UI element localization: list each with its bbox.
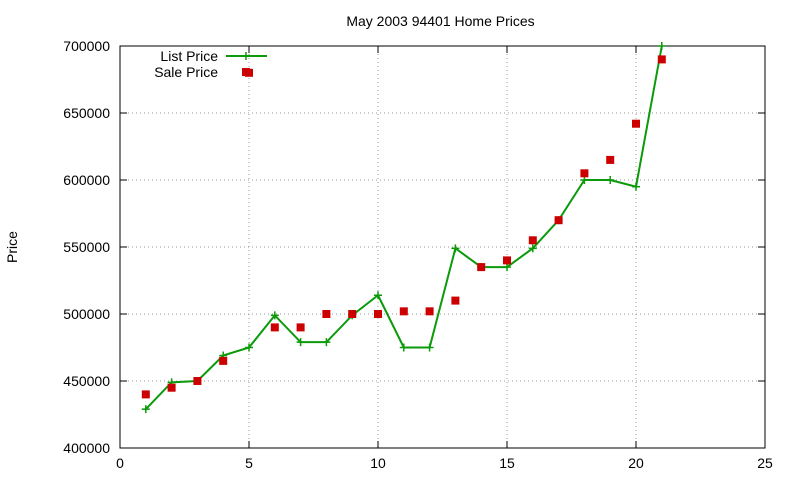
sale-price-point — [219, 356, 228, 365]
x-tick-label: 15 — [499, 455, 515, 471]
y-tick-label: 450000 — [63, 373, 110, 389]
list-price-point — [374, 291, 382, 300]
sale-price-point — [348, 310, 357, 318]
list-price-point — [657, 42, 666, 50]
sale-price-point — [296, 323, 305, 332]
list-price-point — [245, 343, 253, 352]
sale-price-point — [374, 310, 382, 318]
sale-price-point — [167, 383, 176, 392]
sale-price-point — [657, 55, 666, 64]
x-tick-label: 5 — [245, 455, 253, 471]
list-price-point — [528, 244, 537, 253]
sale-price-point — [425, 307, 434, 316]
list-price-point — [632, 182, 640, 191]
series-layer — [141, 42, 666, 414]
sale-price-point — [270, 323, 279, 332]
sale-price-point — [580, 169, 589, 178]
x-tick-label: 0 — [116, 455, 124, 471]
tick-labels: 0 5 10 15 20 25 400000 450000 500000 550000 600000… — [63, 38, 773, 471]
sale-price-point — [503, 256, 511, 265]
y-axis-label: Price — [4, 231, 20, 263]
list-price-point — [322, 338, 331, 347]
sale-price-point — [399, 307, 408, 316]
sale-price-legend-label: Sale Price — [154, 64, 218, 80]
list-price-point — [270, 311, 279, 320]
sale-price-point — [451, 296, 460, 305]
list-price-point — [425, 343, 434, 352]
list-price-point — [451, 244, 460, 253]
list-price-legend-label: List Price — [160, 48, 218, 64]
sale-price-series — [141, 55, 666, 399]
sale-price-point — [632, 119, 640, 128]
sale-price-point — [141, 390, 150, 399]
y-tick-label: 650000 — [63, 105, 110, 121]
list-price-point — [606, 176, 615, 184]
sale-price-point — [554, 216, 563, 225]
x-tick-label: 20 — [628, 455, 644, 471]
list-price-point — [580, 176, 589, 184]
y-tick-label: 600000 — [63, 172, 110, 188]
sale-price-point — [193, 377, 202, 385]
sale-price-point — [477, 263, 486, 272]
y-tick-label: 500000 — [63, 306, 110, 322]
list-price-point — [503, 263, 511, 272]
chart-title: May 2003 94401 Home Prices — [346, 13, 534, 29]
sale-price-point — [322, 310, 331, 318]
grid-lines — [120, 46, 765, 448]
y-tick-label: 700000 — [63, 38, 110, 54]
axis-ticks — [119, 45, 766, 449]
x-tick-label: 25 — [757, 455, 773, 471]
x-tick-label: 10 — [370, 455, 386, 471]
list-price-point — [141, 405, 150, 414]
sale-price-point — [528, 236, 537, 245]
y-tick-label: 400000 — [63, 440, 110, 456]
sale-price-legend-marker — [242, 68, 250, 76]
y-tick-label: 550000 — [63, 239, 110, 255]
list-price-legend-marker — [242, 52, 250, 60]
sale-price-point — [606, 155, 615, 164]
list-price-point — [296, 338, 305, 347]
list-price-point — [399, 343, 408, 352]
